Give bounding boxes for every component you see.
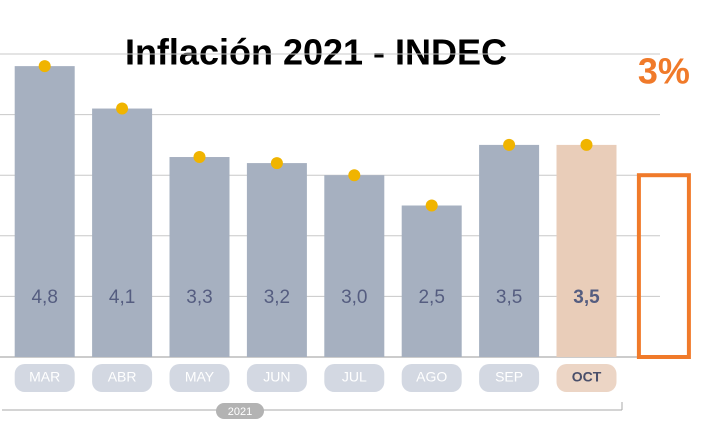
x-tick-label: OCT — [572, 369, 602, 385]
bar — [14, 66, 75, 358]
bar — [556, 144, 617, 357]
bar — [169, 157, 230, 357]
value-marker — [425, 199, 438, 212]
group-pill — [216, 403, 264, 419]
x-tick-label: ABR — [108, 369, 137, 385]
bar — [246, 163, 307, 357]
category-pill — [401, 364, 462, 392]
group-label: 2021 — [228, 406, 252, 418]
value-label: 3,2 — [264, 287, 290, 308]
category-pill — [92, 364, 153, 392]
annotation-label: 3% — [638, 51, 690, 92]
x-tick-label: JUL — [342, 369, 367, 385]
category-pill — [169, 364, 230, 392]
bar — [324, 175, 385, 357]
value-marker — [116, 102, 129, 115]
category-pill — [246, 364, 307, 392]
value-label: 4,8 — [31, 287, 57, 308]
category-pill — [14, 364, 75, 392]
value-label: 3,5 — [573, 287, 600, 308]
value-marker — [270, 157, 283, 170]
value-marker — [580, 138, 593, 151]
category-pill — [556, 364, 617, 392]
chart-title: Inflación 2021 - INDEC — [125, 32, 507, 73]
category-pill — [324, 364, 385, 392]
x-tick-label: SEP — [495, 369, 523, 385]
value-label: 2,5 — [418, 287, 444, 308]
category-pill — [479, 364, 540, 392]
value-marker — [503, 138, 516, 151]
value-label: 3,0 — [341, 287, 367, 308]
value-marker — [193, 151, 206, 164]
x-tick-label: MAY — [185, 369, 215, 385]
value-label: 3,3 — [186, 287, 212, 308]
value-label: 3,5 — [496, 287, 522, 308]
bar — [92, 108, 153, 357]
value-marker — [348, 169, 361, 182]
x-tick-label: JUN — [263, 369, 290, 385]
x-tick-label: MAR — [29, 369, 60, 385]
value-label: 4,1 — [109, 287, 135, 308]
x-tick-label: AGO — [416, 369, 447, 385]
bar — [479, 144, 540, 357]
forecast-box — [636, 173, 691, 359]
value-marker — [38, 60, 51, 73]
bar — [401, 205, 462, 357]
